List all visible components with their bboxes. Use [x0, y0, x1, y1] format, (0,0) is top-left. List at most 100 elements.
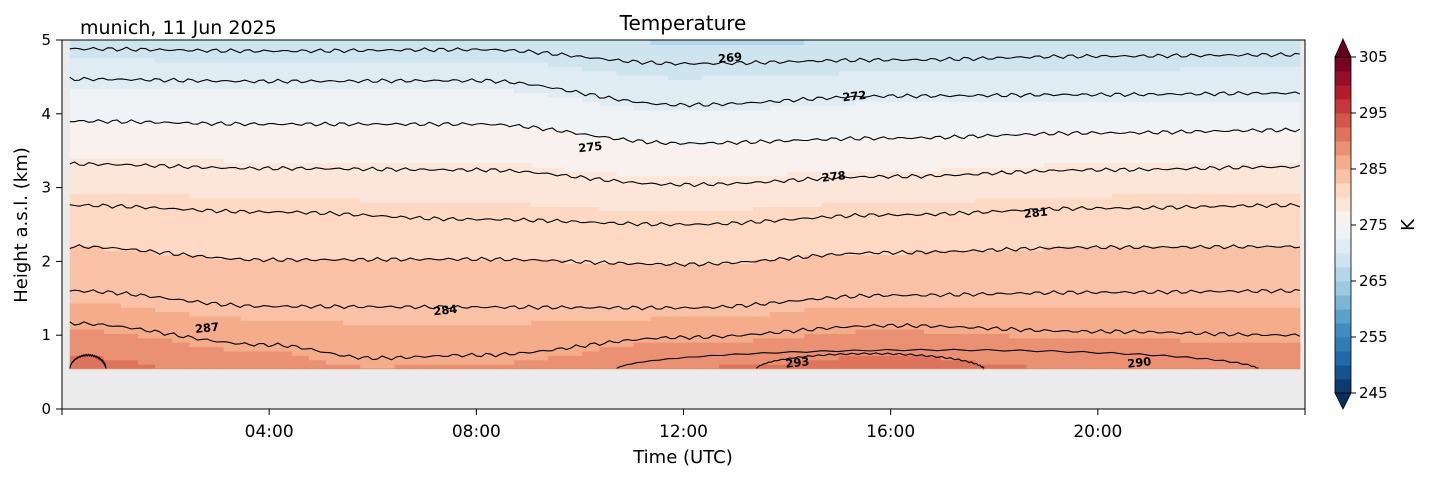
temperature-cell [975, 140, 993, 146]
temperature-cell [770, 48, 788, 54]
temperature-cell [616, 210, 635, 216]
temperature-cell [1146, 210, 1164, 216]
temperature-cell [462, 145, 481, 151]
temperature-cell [770, 184, 788, 190]
temperature-cell [718, 79, 737, 85]
temperature-cell [206, 250, 225, 256]
temperature-cell [1026, 237, 1045, 243]
temperature-cell [1009, 101, 1028, 107]
temperature-cell [189, 83, 208, 89]
temperature-cell [155, 258, 173, 264]
temperature-cell [121, 237, 139, 243]
temperature-cell [753, 136, 771, 142]
temperature-cell [1128, 302, 1147, 308]
temperature-cell [377, 210, 395, 216]
temperature-cell [923, 96, 942, 102]
temperature-cell [411, 280, 430, 286]
temperature-cell [736, 285, 754, 291]
temperature-cell [1180, 145, 1198, 151]
temperature-cell [86, 276, 105, 282]
temperature-cell [804, 333, 823, 339]
temperature-cell [941, 237, 959, 243]
temperature-cell [684, 193, 703, 199]
temperature-cell [958, 188, 976, 194]
temperature-cell [1180, 193, 1198, 199]
temperature-cell [513, 175, 532, 181]
temperature-cell [804, 307, 823, 313]
temperature-cell [906, 329, 925, 334]
temperature-cell [206, 75, 225, 81]
temperature-cell [121, 75, 139, 81]
temperature-cell [787, 162, 805, 168]
temperature-cell [804, 285, 823, 291]
temperature-cell [958, 162, 976, 168]
temperature-cell [394, 263, 413, 269]
temperature-cell [1043, 40, 1062, 45]
temperature-cell [308, 48, 327, 54]
temperature-cell [257, 324, 276, 330]
temperature-cell [257, 315, 276, 321]
temperature-cell [616, 223, 635, 229]
temperature-cell [923, 302, 942, 308]
temperature-cell [975, 237, 993, 243]
temperature-cell [411, 145, 430, 151]
temperature-cell [1077, 83, 1096, 89]
temperature-cell [343, 79, 361, 85]
temperature-cell [821, 79, 840, 85]
temperature-cell [172, 250, 190, 256]
temperature-cell [804, 145, 823, 151]
temperature-cell [411, 350, 430, 356]
temperature-cell [923, 285, 942, 291]
temperature-cell [548, 184, 566, 190]
temperature-cell [633, 140, 652, 146]
temperature-cell [1094, 219, 1113, 225]
temperature-cell [1163, 158, 1181, 164]
temperature-cell [923, 250, 942, 256]
temperature-cell [1163, 114, 1181, 120]
temperature-cell [69, 66, 88, 72]
temperature-cell [411, 298, 430, 304]
temperature-cell [360, 241, 378, 247]
temperature-cell [496, 228, 515, 234]
temperature-cell [394, 202, 413, 207]
temperature-cell [770, 188, 788, 194]
temperature-cell [872, 342, 891, 348]
temperature-cell [770, 337, 788, 343]
temperature-cell [121, 188, 139, 194]
temperature-cell [1197, 355, 1215, 361]
temperature-cell [701, 140, 720, 146]
temperature-cell [1180, 162, 1198, 168]
temperature-cell [445, 40, 464, 45]
temperature-cell [992, 153, 1010, 159]
temperature-cell [496, 127, 515, 133]
temperature-cell [838, 350, 857, 356]
temperature-cell [599, 346, 618, 352]
temperature-cell [445, 88, 464, 94]
temperature-cell [445, 315, 464, 321]
temperature-cell [599, 40, 618, 45]
temperature-cell [479, 70, 498, 76]
temperature-cell [770, 228, 788, 234]
temperature-cell [240, 293, 259, 299]
temperature-cell [531, 311, 549, 317]
temperature-cell [753, 70, 771, 76]
temperature-cell [855, 355, 874, 361]
temperature-cell [1128, 110, 1147, 116]
temperature-cell [291, 175, 310, 181]
temperature-cell [838, 188, 857, 194]
temperature-cell [360, 131, 378, 137]
temperature-cell [718, 245, 737, 251]
temperature-cell [718, 346, 737, 352]
temperature-cell [103, 315, 122, 321]
temperature-cell [189, 202, 208, 207]
temperature-cell [86, 219, 105, 225]
temperature-cell [121, 333, 139, 339]
temperature-cell [308, 188, 327, 194]
temperature-cell [496, 145, 515, 151]
temperature-cell [1060, 197, 1079, 203]
temperature-cell [650, 140, 669, 146]
temperature-cell [565, 263, 583, 269]
temperature-cell [787, 219, 805, 225]
temperature-cell [155, 276, 173, 282]
temperature-cell [343, 237, 361, 243]
